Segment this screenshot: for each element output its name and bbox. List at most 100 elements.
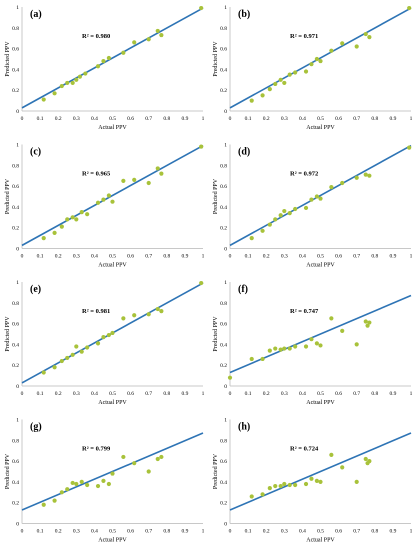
data-point	[267, 486, 272, 491]
data-point	[293, 344, 298, 349]
data-point	[407, 5, 412, 11]
data-point	[155, 306, 160, 312]
data-point	[260, 93, 265, 98]
y-tick-label: 0.8	[12, 163, 19, 169]
data-point	[314, 341, 319, 346]
data-point	[309, 197, 314, 202]
y-tick-label: 0.2	[12, 88, 19, 94]
data-point	[303, 69, 309, 74]
y-tick-label: 0	[16, 109, 19, 115]
y-tick-label: 1	[224, 5, 227, 11]
data-point	[70, 352, 75, 357]
data-point	[363, 319, 368, 324]
x-tick-label: 0.4	[299, 529, 306, 535]
data-point	[278, 347, 283, 352]
data-point	[110, 330, 115, 336]
y-tick-label: 0	[16, 384, 19, 390]
x-tick-label: 0.6	[127, 116, 134, 122]
data-point	[249, 236, 254, 241]
data-point	[121, 50, 126, 55]
x-tick-label: 0.9	[389, 254, 396, 260]
r-squared-label: R² = 0.965	[82, 171, 111, 178]
r-squared-label: R² = 0.981	[82, 308, 110, 315]
y-tick-label: 0.6	[220, 322, 227, 328]
y-tick-label: 0.2	[220, 501, 227, 507]
data-point	[282, 80, 287, 86]
x-tick-label: 0.6	[335, 391, 342, 397]
r-squared-label: R² = 0.980	[82, 33, 110, 40]
panel-label: (h)	[238, 422, 250, 433]
x-tick-label: 0.2	[55, 254, 62, 260]
x-tick-label: 0	[21, 116, 24, 122]
x-tick-label: 0.1	[245, 529, 252, 535]
x-tick-label: 0.9	[181, 254, 188, 260]
x-tick-label: 1	[410, 391, 413, 397]
x-tick-label: 1	[410, 254, 413, 260]
x-tick-label: 0.5	[109, 391, 116, 397]
data-point	[287, 211, 292, 216]
fit-line	[229, 7, 412, 109]
x-tick-label: 0.5	[317, 254, 324, 260]
y-tick-label: 0.4	[12, 67, 19, 73]
data-point	[314, 56, 319, 62]
x-tick-label: 0.6	[335, 529, 342, 535]
data-point	[318, 343, 323, 348]
x-tick-label: 0.2	[55, 529, 62, 535]
data-point	[159, 171, 164, 176]
y-tick-label: 0.8	[220, 438, 227, 444]
fit-line	[21, 7, 204, 109]
x-tick-label: 0.4	[91, 529, 98, 535]
data-point	[367, 320, 372, 325]
x-tick-label: 0.9	[181, 391, 188, 397]
data-point	[159, 454, 164, 460]
data-point	[303, 205, 309, 211]
data-point	[267, 222, 272, 227]
y-axis-label: Predicted PPV	[213, 453, 219, 489]
data-point	[363, 172, 368, 177]
r-squared-label: R² = 0.972	[290, 171, 318, 178]
data-point	[74, 217, 79, 222]
data-point	[249, 98, 254, 103]
y-tick-label: 0	[16, 522, 19, 528]
data-point	[146, 180, 151, 186]
data-point	[407, 145, 412, 150]
data-point	[282, 481, 287, 487]
fit-line	[229, 294, 412, 374]
x-tick-label: 0.4	[299, 254, 306, 260]
y-tick-label: 0.8	[12, 301, 19, 307]
data-point	[199, 5, 204, 11]
y-axis-label: Predicted PPV	[213, 316, 219, 352]
y-tick-label: 0.2	[220, 88, 227, 94]
y-tick-label: 0.6	[12, 459, 19, 465]
data-point	[340, 465, 345, 470]
x-tick-label: 0.9	[181, 116, 188, 122]
data-point	[121, 316, 126, 321]
x-tick-label: 0.9	[181, 529, 188, 535]
x-tick-label: 0.1	[245, 391, 252, 397]
data-point	[159, 309, 164, 314]
x-tick-label: 1	[410, 116, 413, 122]
y-tick-label: 1	[224, 280, 227, 286]
x-tick-label: 0	[229, 116, 232, 122]
data-point	[309, 476, 314, 481]
data-point	[278, 483, 283, 489]
data-point	[227, 375, 233, 380]
y-tick-label: 0.4	[220, 480, 227, 486]
data-point	[287, 482, 292, 488]
data-point	[74, 77, 79, 82]
data-point	[314, 478, 319, 483]
r-squared-label: R² = 0.747	[290, 308, 319, 315]
data-point	[106, 332, 111, 338]
data-point	[318, 58, 323, 64]
y-tick-label: 0.8	[220, 301, 227, 307]
y-axis-label: Predicted PPV	[5, 178, 11, 214]
x-tick-label: 1	[202, 116, 205, 122]
x-tick-label: 0.1	[37, 116, 44, 122]
r-squared-label: R² = 0.971	[290, 33, 318, 40]
y-axis-label: Predicted PPV	[5, 453, 11, 489]
y-tick-label: 0	[224, 384, 227, 390]
x-tick-label: 0.2	[55, 391, 62, 397]
data-point	[65, 217, 70, 222]
x-tick-label: 0.6	[127, 529, 134, 535]
data-point	[52, 498, 57, 503]
